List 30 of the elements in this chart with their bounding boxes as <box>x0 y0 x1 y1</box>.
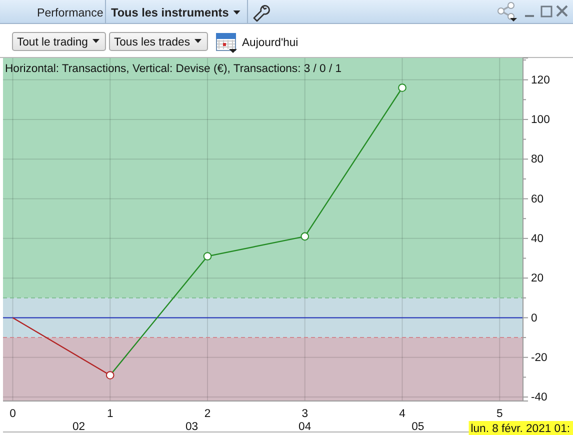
x-tick-label: 4 <box>399 408 406 420</box>
x-tick-label: 1 <box>106 408 114 420</box>
text: lun. 8 févr. 2021 01: <box>470 423 570 435</box>
point <box>203 252 212 260</box>
chart-title: Performance <box>37 6 104 20</box>
y-tick-label: -40 <box>531 392 548 404</box>
point <box>398 84 406 92</box>
y-tick-label: 100 <box>531 114 550 126</box>
y-tick-label: 0 <box>531 312 538 324</box>
x2-tick-label: 02 <box>72 421 86 433</box>
point <box>300 232 310 241</box>
text: Tous les instruments <box>111 6 230 20</box>
y-tick-label: -20 <box>531 352 548 364</box>
x2-tick-label: 05 <box>412 421 424 433</box>
x2-tick-label: 03 <box>185 421 198 433</box>
point <box>106 371 114 380</box>
y-tick-label: 120 <box>531 74 550 86</box>
y-tick-label: 20 <box>531 272 544 285</box>
y-tick-label: 40 <box>531 233 544 246</box>
x-tick-label: 5 <box>496 408 503 420</box>
text: Tout le trading <box>17 36 88 48</box>
x2-tick-label: 04 <box>298 421 312 433</box>
text: Tous les trades <box>114 36 190 48</box>
x-tick-label: 0 <box>10 408 16 420</box>
text: Aujourd'hui <box>242 37 298 49</box>
x-tick-label: 3 <box>302 408 308 420</box>
x-tick-label: 2 <box>204 408 211 420</box>
chart-subtitle: Horizontal: Transactions, Vertical: Devise (€), Transactions: 3 / 0 / 1 <box>5 63 342 75</box>
y-tick-label: 80 <box>531 154 544 166</box>
y-tick-label: 60 <box>531 193 544 206</box>
